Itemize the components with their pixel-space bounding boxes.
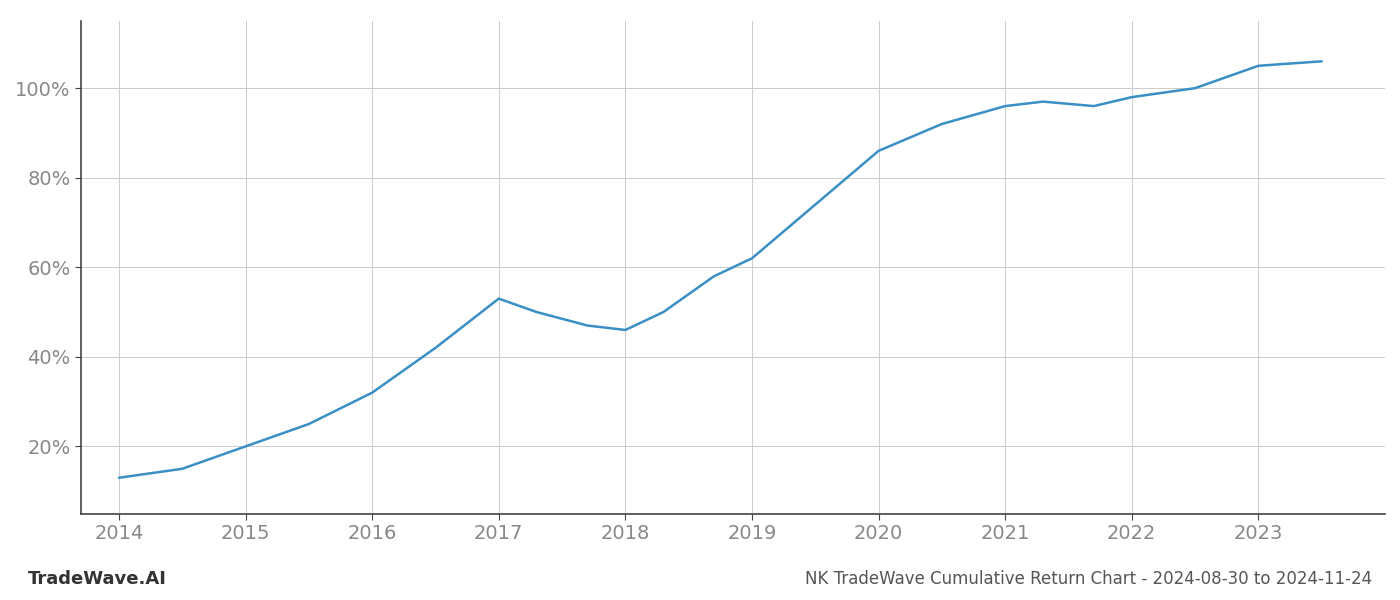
Text: NK TradeWave Cumulative Return Chart - 2024-08-30 to 2024-11-24: NK TradeWave Cumulative Return Chart - 2… (805, 570, 1372, 588)
Text: TradeWave.AI: TradeWave.AI (28, 570, 167, 588)
